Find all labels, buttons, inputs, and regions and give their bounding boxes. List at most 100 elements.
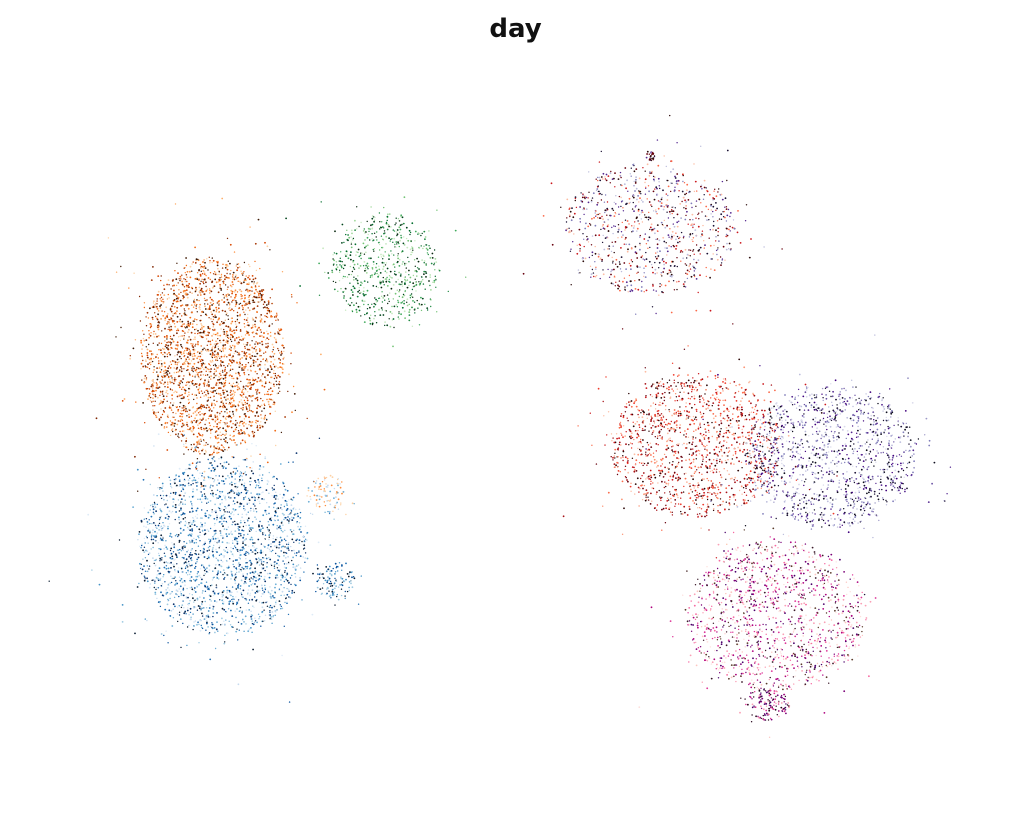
- scatter-point: [240, 290, 243, 293]
- scatter-point: [152, 400, 154, 402]
- scatter-point: [209, 370, 212, 373]
- scatter-point: [215, 382, 218, 384]
- scatter-point: [189, 291, 191, 293]
- scatter-point: [188, 523, 190, 525]
- scatter-point: [251, 280, 253, 283]
- scatter-point: [241, 513, 243, 515]
- scatter-point: [235, 596, 237, 598]
- scatter-point: [262, 322, 264, 324]
- scatter-point: [150, 548, 152, 550]
- scatter-point: [258, 618, 260, 620]
- scatter-point: [291, 411, 293, 414]
- scatter-point: [266, 398, 268, 401]
- scatter-point: [246, 574, 248, 576]
- scatter-point: [170, 343, 172, 345]
- scatter-point: [264, 421, 267, 424]
- scatter-point: [277, 569, 279, 571]
- scatter-point: [207, 555, 210, 558]
- scatter-point: [154, 578, 156, 581]
- scatter-point: [255, 316, 257, 319]
- scatter-point: [199, 303, 202, 306]
- scatter-point: [290, 516, 293, 519]
- scatter-point: [203, 391, 206, 393]
- scatter-point: [264, 534, 267, 536]
- scatter-point: [254, 516, 256, 518]
- scatter-point: [253, 434, 255, 437]
- scatter-point: [241, 546, 244, 549]
- scatter-point: [292, 508, 294, 510]
- scatter-point: [181, 422, 184, 425]
- scatter-point: [244, 353, 246, 356]
- scatter-point: [204, 428, 206, 430]
- scatter-point: [255, 511, 258, 513]
- scatter-point: [182, 587, 185, 589]
- scatter-point: [143, 565, 145, 567]
- scatter-point: [226, 535, 228, 538]
- scatter-point: [160, 342, 163, 345]
- scatter-point: [215, 364, 217, 367]
- scatter-point: [265, 601, 267, 604]
- scatter-point: [205, 281, 207, 284]
- scatter-point: [176, 606, 179, 608]
- scatter-point: [255, 419, 258, 422]
- scatter-point: [188, 348, 190, 350]
- scatter-point: [187, 479, 190, 482]
- scatter-point: [212, 612, 215, 614]
- scatter-point: [246, 332, 249, 335]
- scatter-point: [219, 393, 222, 396]
- scatter-point: [299, 517, 302, 519]
- scatter-point: [259, 349, 262, 352]
- scatter-point: [212, 538, 215, 540]
- scatter-point: [299, 567, 302, 569]
- scatter-point: [167, 279, 170, 281]
- scatter-point: [268, 381, 271, 383]
- scatter-point: [184, 524, 187, 527]
- scatter-point: [199, 328, 202, 330]
- scatter-point: [159, 294, 162, 296]
- scatter-point: [239, 365, 242, 367]
- scatter-point: [294, 568, 297, 571]
- scatter-point: [220, 289, 223, 291]
- scatter-point: [187, 526, 189, 529]
- scatter-point: [214, 346, 217, 349]
- scatter-point: [222, 569, 225, 571]
- scatter-point: [240, 293, 242, 296]
- scatter-point: [243, 497, 245, 499]
- scatter-point: [281, 572, 283, 574]
- scatter-point: [249, 592, 252, 595]
- scatter-point: [164, 544, 167, 547]
- scatter-point: [213, 600, 216, 602]
- scatter-point: [197, 294, 199, 296]
- scatter-point: [205, 370, 207, 372]
- scatter-point: [233, 251, 236, 253]
- scatter-point: [224, 434, 226, 437]
- scatter-point: [273, 403, 276, 406]
- scatter-point: [374, 303, 377, 306]
- scatter-point: [194, 448, 197, 450]
- scatter-point: [257, 415, 260, 417]
- scatter-point: [227, 336, 229, 339]
- scatter-point: [221, 321, 223, 323]
- scatter-point: [188, 522, 190, 524]
- scatter-point: [216, 514, 218, 516]
- scatter-point: [243, 418, 246, 420]
- scatter-point: [206, 299, 208, 301]
- scatter-point: [245, 385, 247, 387]
- scatter-point: [143, 546, 146, 548]
- scatter-point: [447, 290, 449, 293]
- scatter-point: [211, 339, 214, 341]
- scatter-point: [188, 372, 190, 374]
- scatter-point: [250, 536, 253, 539]
- scatter-point: [171, 377, 173, 379]
- scatter-point: [203, 574, 205, 577]
- scatter-point: [287, 613, 290, 616]
- scatter-point: [220, 350, 223, 353]
- scatter-point: [191, 367, 193, 369]
- scatter-point: [231, 553, 234, 556]
- scatter-point: [264, 404, 266, 407]
- scatter-point: [188, 373, 191, 375]
- scatter-point: [275, 552, 277, 555]
- scatter-point: [140, 547, 142, 549]
- scatter-point: [184, 561, 187, 563]
- scatter-point: [212, 333, 215, 335]
